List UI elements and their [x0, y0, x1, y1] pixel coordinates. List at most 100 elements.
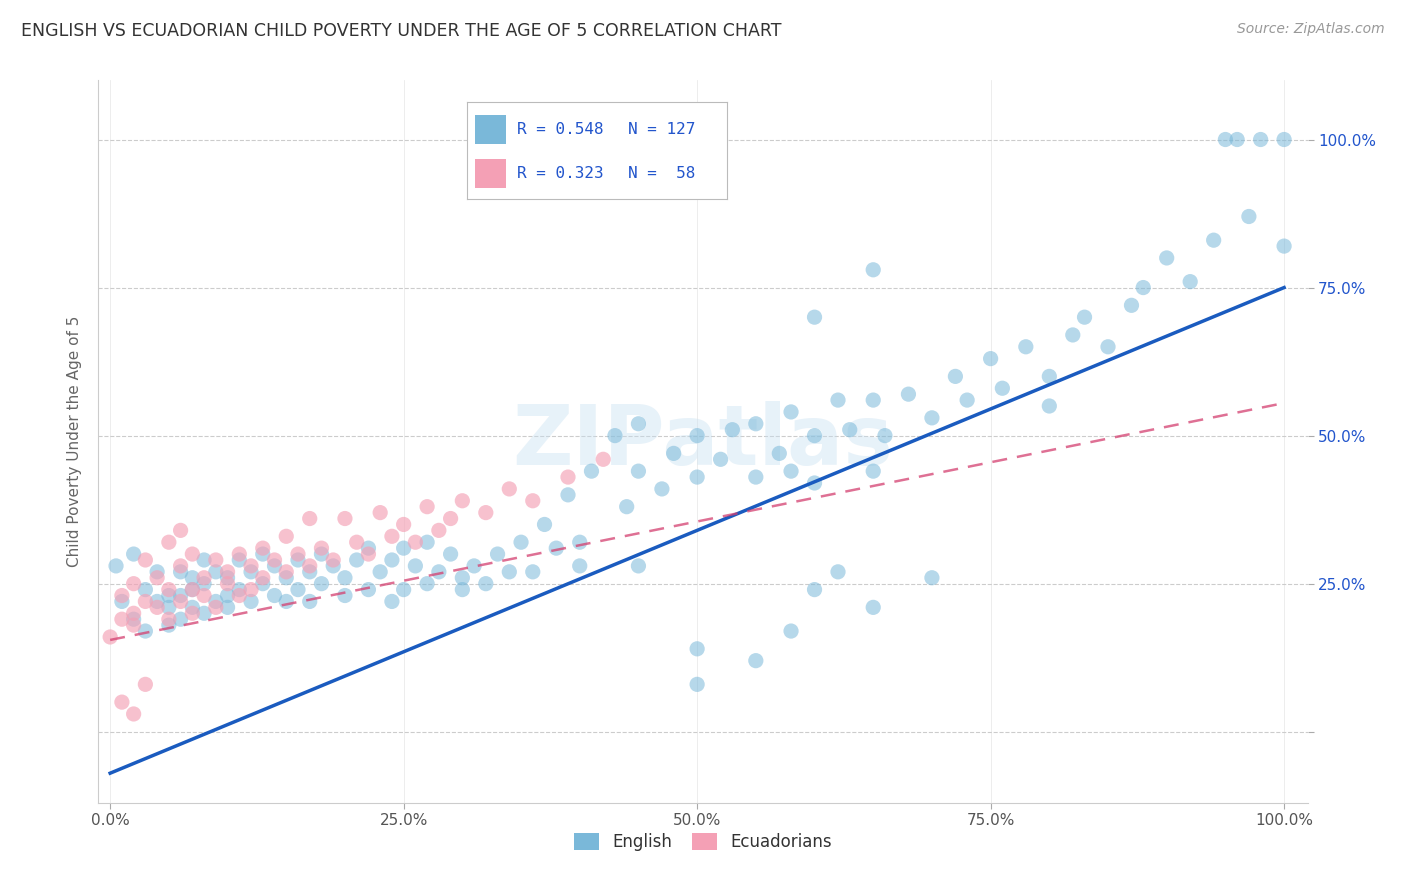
Point [217, 576, 239, 591]
Point [346, 535, 368, 549]
Point [1132, 280, 1154, 294]
Point [193, 607, 215, 621]
Point [498, 565, 520, 579]
Point [240, 558, 263, 573]
Point [298, 565, 321, 579]
Point [416, 535, 439, 549]
Point [181, 600, 204, 615]
Point [204, 600, 226, 615]
Point [780, 405, 803, 419]
Point [522, 493, 544, 508]
Point [122, 706, 145, 721]
Point [98, 630, 121, 644]
Point [627, 558, 650, 573]
Point [333, 511, 356, 525]
Point [157, 535, 180, 549]
Point [204, 565, 226, 579]
Point [157, 582, 180, 597]
Point [169, 612, 191, 626]
Point [686, 677, 709, 691]
Point [368, 565, 391, 579]
Point [193, 576, 215, 591]
Point [240, 582, 263, 597]
Point [568, 558, 591, 573]
Point [228, 553, 250, 567]
Point [105, 558, 128, 573]
Point [276, 571, 298, 585]
Point [710, 452, 733, 467]
Point [263, 558, 285, 573]
Point [146, 565, 169, 579]
Point [827, 393, 849, 408]
Point [134, 624, 156, 638]
Point [287, 553, 309, 567]
Point [311, 547, 333, 561]
Y-axis label: Child Poverty Under the Age of 5: Child Poverty Under the Age of 5 [67, 316, 83, 567]
Point [111, 695, 134, 709]
Point [204, 553, 226, 567]
Point [416, 500, 439, 514]
Point [368, 506, 391, 520]
Point [122, 618, 145, 632]
Point [228, 589, 250, 603]
Point [686, 428, 709, 442]
Point [217, 571, 239, 585]
Point [252, 541, 274, 556]
Point [404, 535, 426, 549]
Point [381, 594, 404, 608]
Point [311, 541, 333, 556]
Point [1121, 298, 1143, 312]
Point [862, 262, 884, 277]
Point [862, 464, 884, 478]
Point [169, 589, 191, 603]
Point [252, 571, 274, 585]
Point [392, 582, 415, 597]
Point [228, 582, 250, 597]
Point [522, 565, 544, 579]
Point [451, 571, 474, 585]
Point [803, 428, 825, 442]
Point [311, 576, 333, 591]
Point [181, 607, 204, 621]
Point [533, 517, 555, 532]
Point [228, 547, 250, 561]
Point [122, 612, 145, 626]
Point [745, 654, 768, 668]
Point [263, 589, 285, 603]
Point [451, 493, 474, 508]
Point [134, 582, 156, 597]
Point [157, 600, 180, 615]
Point [768, 446, 790, 460]
Text: ZIPatlas: ZIPatlas [513, 401, 893, 482]
Point [510, 535, 533, 549]
Point [392, 517, 415, 532]
Point [803, 582, 825, 597]
Point [745, 470, 768, 484]
Point [475, 506, 498, 520]
Point [1215, 132, 1237, 146]
Point [780, 624, 803, 638]
Point [627, 464, 650, 478]
Point [475, 576, 498, 591]
Point [263, 553, 285, 567]
Point [287, 582, 309, 597]
Point [181, 571, 204, 585]
Point [181, 547, 204, 561]
Point [1015, 340, 1038, 354]
Point [252, 547, 274, 561]
Point [134, 677, 156, 691]
Point [627, 417, 650, 431]
Point [169, 565, 191, 579]
Point [498, 482, 520, 496]
Point [1272, 132, 1295, 146]
Point [686, 470, 709, 484]
Point [276, 529, 298, 543]
Point [1202, 233, 1225, 247]
Point [1250, 132, 1272, 146]
Point [803, 310, 825, 325]
Point [381, 553, 404, 567]
Point [780, 464, 803, 478]
Point [838, 423, 860, 437]
Point [956, 393, 979, 408]
Point [557, 488, 579, 502]
